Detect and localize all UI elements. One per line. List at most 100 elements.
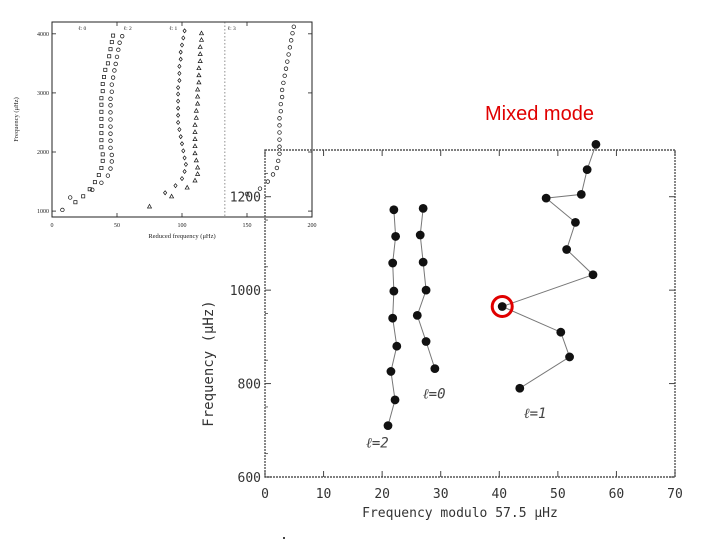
data-point	[412, 310, 422, 320]
data-point	[198, 30, 205, 36]
x-tick-label: 50	[114, 223, 120, 229]
data-point	[184, 184, 190, 190]
data-point	[177, 70, 182, 76]
data-point	[281, 80, 286, 86]
data-point	[279, 94, 285, 100]
data-point	[60, 207, 65, 213]
data-point	[265, 179, 270, 184]
data-point	[99, 109, 104, 114]
data-point	[283, 66, 289, 71]
data-point	[195, 171, 201, 176]
data-point	[100, 82, 105, 86]
data-point	[291, 24, 296, 29]
data-point	[415, 230, 425, 240]
x-tick-label: 30	[433, 487, 449, 502]
data-point	[182, 28, 187, 34]
legend-entry: ℓ: 1	[169, 26, 178, 32]
series-2	[60, 34, 125, 213]
y-tick-label: 600	[238, 471, 261, 486]
data-point	[197, 44, 203, 49]
plot-frame	[264, 149, 676, 478]
data-point	[103, 67, 108, 72]
data-point	[183, 161, 188, 167]
data-point	[99, 96, 104, 101]
y-axis-label: Frequency (μHz)	[13, 97, 20, 141]
series-2	[383, 205, 402, 431]
data-point	[73, 200, 78, 205]
x-axis-label: Reduced frequency (μHz)	[148, 233, 215, 240]
data-point	[109, 159, 114, 164]
data-point	[113, 61, 118, 67]
data-point	[111, 33, 116, 38]
data-point	[277, 144, 282, 149]
series-label: ℓ=1	[524, 406, 547, 422]
data-point	[99, 166, 104, 170]
data-point	[279, 87, 285, 93]
data-point	[392, 341, 402, 351]
data-point	[195, 100, 201, 106]
data-point	[178, 134, 183, 140]
series-4	[244, 24, 296, 197]
echelle-diagram-main: 0 10 20 30 40 50 60 70 600 800 1000 1200 Frequency m…	[201, 140, 683, 521]
data-point	[176, 85, 181, 91]
data-point	[197, 58, 203, 63]
data-point	[274, 165, 280, 171]
data-point	[108, 96, 113, 101]
y-tick-label: 1200	[230, 191, 261, 206]
data-point	[108, 103, 113, 108]
data-point	[515, 383, 525, 393]
data-point	[99, 180, 104, 185]
data-point	[285, 59, 290, 64]
data-point	[196, 65, 202, 71]
series-5	[163, 28, 188, 196]
data-point	[105, 61, 110, 66]
data-point	[195, 93, 201, 99]
x-tick-label: 20	[374, 487, 390, 502]
data-point	[120, 34, 125, 39]
data-point	[541, 193, 551, 203]
data-point	[110, 75, 116, 80]
data-point	[146, 203, 153, 209]
data-point	[177, 126, 182, 133]
data-point	[81, 194, 86, 199]
data-point	[108, 131, 113, 136]
data-point	[192, 122, 198, 127]
data-point	[177, 77, 182, 84]
data-point	[193, 115, 199, 120]
data-point	[576, 189, 586, 199]
data-point	[100, 152, 105, 157]
data-point	[99, 116, 104, 121]
echelle-diagram-top: 0 50 100 150 200 1000 2000 3000 4000 Reduced freq…	[13, 21, 317, 240]
data-point	[99, 102, 104, 107]
data-point	[591, 140, 601, 149]
x-tick-label: 150	[243, 223, 252, 229]
data-point	[178, 49, 183, 55]
data-point	[195, 86, 201, 92]
data-point	[109, 82, 114, 87]
data-point	[556, 327, 566, 337]
data-point	[192, 136, 198, 141]
y-tick-label: 1000	[37, 209, 49, 215]
data-point	[169, 193, 175, 199]
mixed-mode-label: Mixed mode	[485, 103, 594, 125]
data-point	[290, 31, 295, 36]
data-point	[100, 89, 105, 94]
data-point	[108, 124, 113, 129]
x-axis-label: Frequency modulo 57.5 μHz	[362, 506, 558, 521]
data-point	[421, 285, 431, 295]
data-point	[99, 124, 104, 128]
legend-entry: ℓ: 0	[78, 26, 87, 32]
data-point	[418, 257, 428, 267]
data-point	[92, 180, 97, 185]
data-point	[177, 63, 182, 69]
data-point	[276, 158, 281, 164]
x-tick-label: 60	[609, 487, 625, 502]
data-point	[176, 105, 181, 111]
data-point	[99, 145, 104, 150]
data-point	[388, 313, 398, 323]
data-point	[195, 164, 201, 170]
data-point	[109, 152, 114, 158]
data-point	[278, 109, 283, 114]
data-point	[114, 54, 120, 60]
data-point	[192, 143, 198, 149]
